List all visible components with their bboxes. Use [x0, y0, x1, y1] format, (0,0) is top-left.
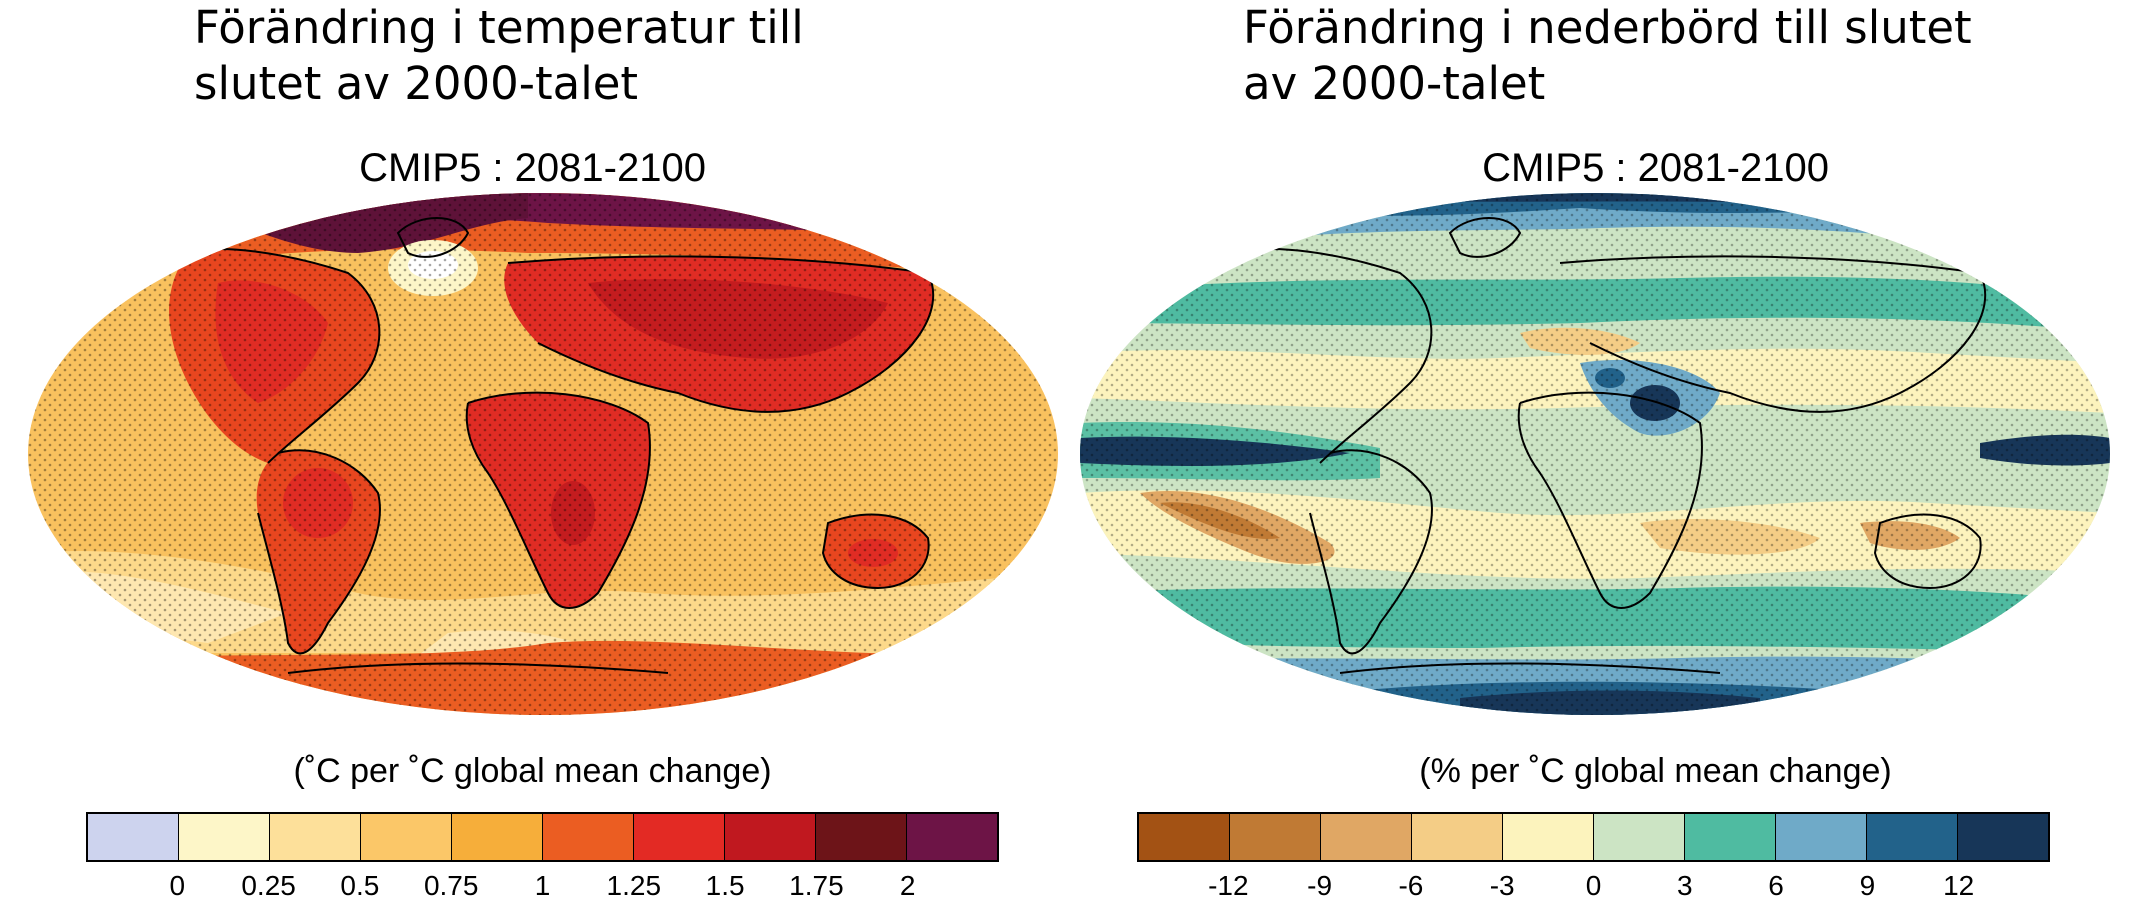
- colorbar-swatch: [1685, 814, 1776, 860]
- colorbar-swatch: [1867, 814, 1958, 860]
- coastlines: [1239, 217, 1987, 674]
- colorbar-tick-label: 0.75: [423, 870, 479, 901]
- temperature-panel: Förändring i temperatur till slutet av 2…: [28, 1, 1058, 910]
- colorbar-swatch: [1776, 814, 1867, 860]
- colorbar-tick-label: -12: [1208, 870, 1249, 901]
- colorbar-swatch: [725, 814, 816, 860]
- colorbar-swatch: [1230, 814, 1321, 860]
- temperature-colorbar-units: (˚C per ˚C global mean change): [293, 752, 772, 790]
- precipitation-panel-title: Förändring i nederbörd till slutet av 20…: [1243, 1, 1972, 110]
- colorbar-tick-label: 3: [1677, 870, 1693, 901]
- temperature-panel-title: Förändring i temperatur till slutet av 2…: [194, 1, 804, 110]
- colorbar-swatch: [361, 814, 452, 860]
- colorbar-swatch: [1594, 814, 1685, 860]
- colorbar-tick-label: 0.5: [340, 870, 380, 901]
- colorbar-tick-label: 2: [899, 870, 916, 901]
- colorbar-swatch: [452, 814, 543, 860]
- colorbar-swatch: [543, 814, 634, 860]
- colorbar-swatch: [1412, 814, 1503, 860]
- precipitation-colorbar-ticks: -12 -9 -6 -3 0 3 6 9 12: [1137, 870, 2050, 910]
- temperature-colorbar: [86, 812, 999, 862]
- colorbar-tick-label: 0.25: [241, 870, 296, 901]
- colorbar-swatch: [88, 814, 179, 860]
- temperature-map-subtitle: CMIP5 : 2081-2100: [359, 146, 706, 190]
- colorbar-swatch: [1139, 814, 1230, 860]
- colorbar-tick-label: -6: [1398, 870, 1424, 901]
- colorbar-tick-label: 6: [1768, 870, 1784, 901]
- colorbar-tick-label: 1: [534, 870, 551, 901]
- colorbar-tick-label: -9: [1307, 870, 1333, 901]
- temperature-change-map: [28, 193, 1058, 715]
- precipitation-map-subtitle: CMIP5 : 2081-2100: [1482, 146, 1829, 190]
- colorbar-tick-label: 12: [1943, 870, 1975, 901]
- colorbar-tick-label: 1.25: [606, 870, 662, 901]
- colorbar-swatch: [179, 814, 270, 860]
- precipitation-colorbar-units: (% per ˚C global mean change): [1419, 752, 1892, 790]
- colorbar-tick-label: 9: [1859, 870, 1876, 901]
- temperature-colorbar-ticks: 0 0.25 0.5 0.75 1 1.25 1.5 1.75 2: [86, 870, 999, 910]
- coastlines: [187, 217, 935, 674]
- precipitation-panel: Förändring i nederbörd till slutet av 20…: [1065, 0, 2130, 914]
- colorbar-swatch: [1503, 814, 1594, 860]
- colorbar-swatch: [1321, 814, 1412, 860]
- colorbar-tick-label: 1.75: [789, 870, 844, 901]
- precipitation-change-map: [1080, 193, 2110, 715]
- colorbar-swatch: [907, 814, 997, 860]
- model-agreement-stippling: [1080, 193, 2110, 715]
- colorbar-swatch: [1958, 814, 2048, 860]
- colorbar-tick-label: 0: [169, 870, 186, 901]
- colorbar-tick-label: 1.5: [705, 870, 745, 901]
- colorbar-swatch: [816, 814, 907, 860]
- colorbar-swatch: [270, 814, 361, 860]
- precipitation-colorbar: [1137, 812, 2050, 862]
- colorbar-tick-label: 0: [1585, 870, 1602, 901]
- colorbar-tick-label: -3: [1489, 870, 1515, 901]
- colorbar-swatch: [634, 814, 725, 860]
- model-agreement-stippling: [28, 193, 1058, 715]
